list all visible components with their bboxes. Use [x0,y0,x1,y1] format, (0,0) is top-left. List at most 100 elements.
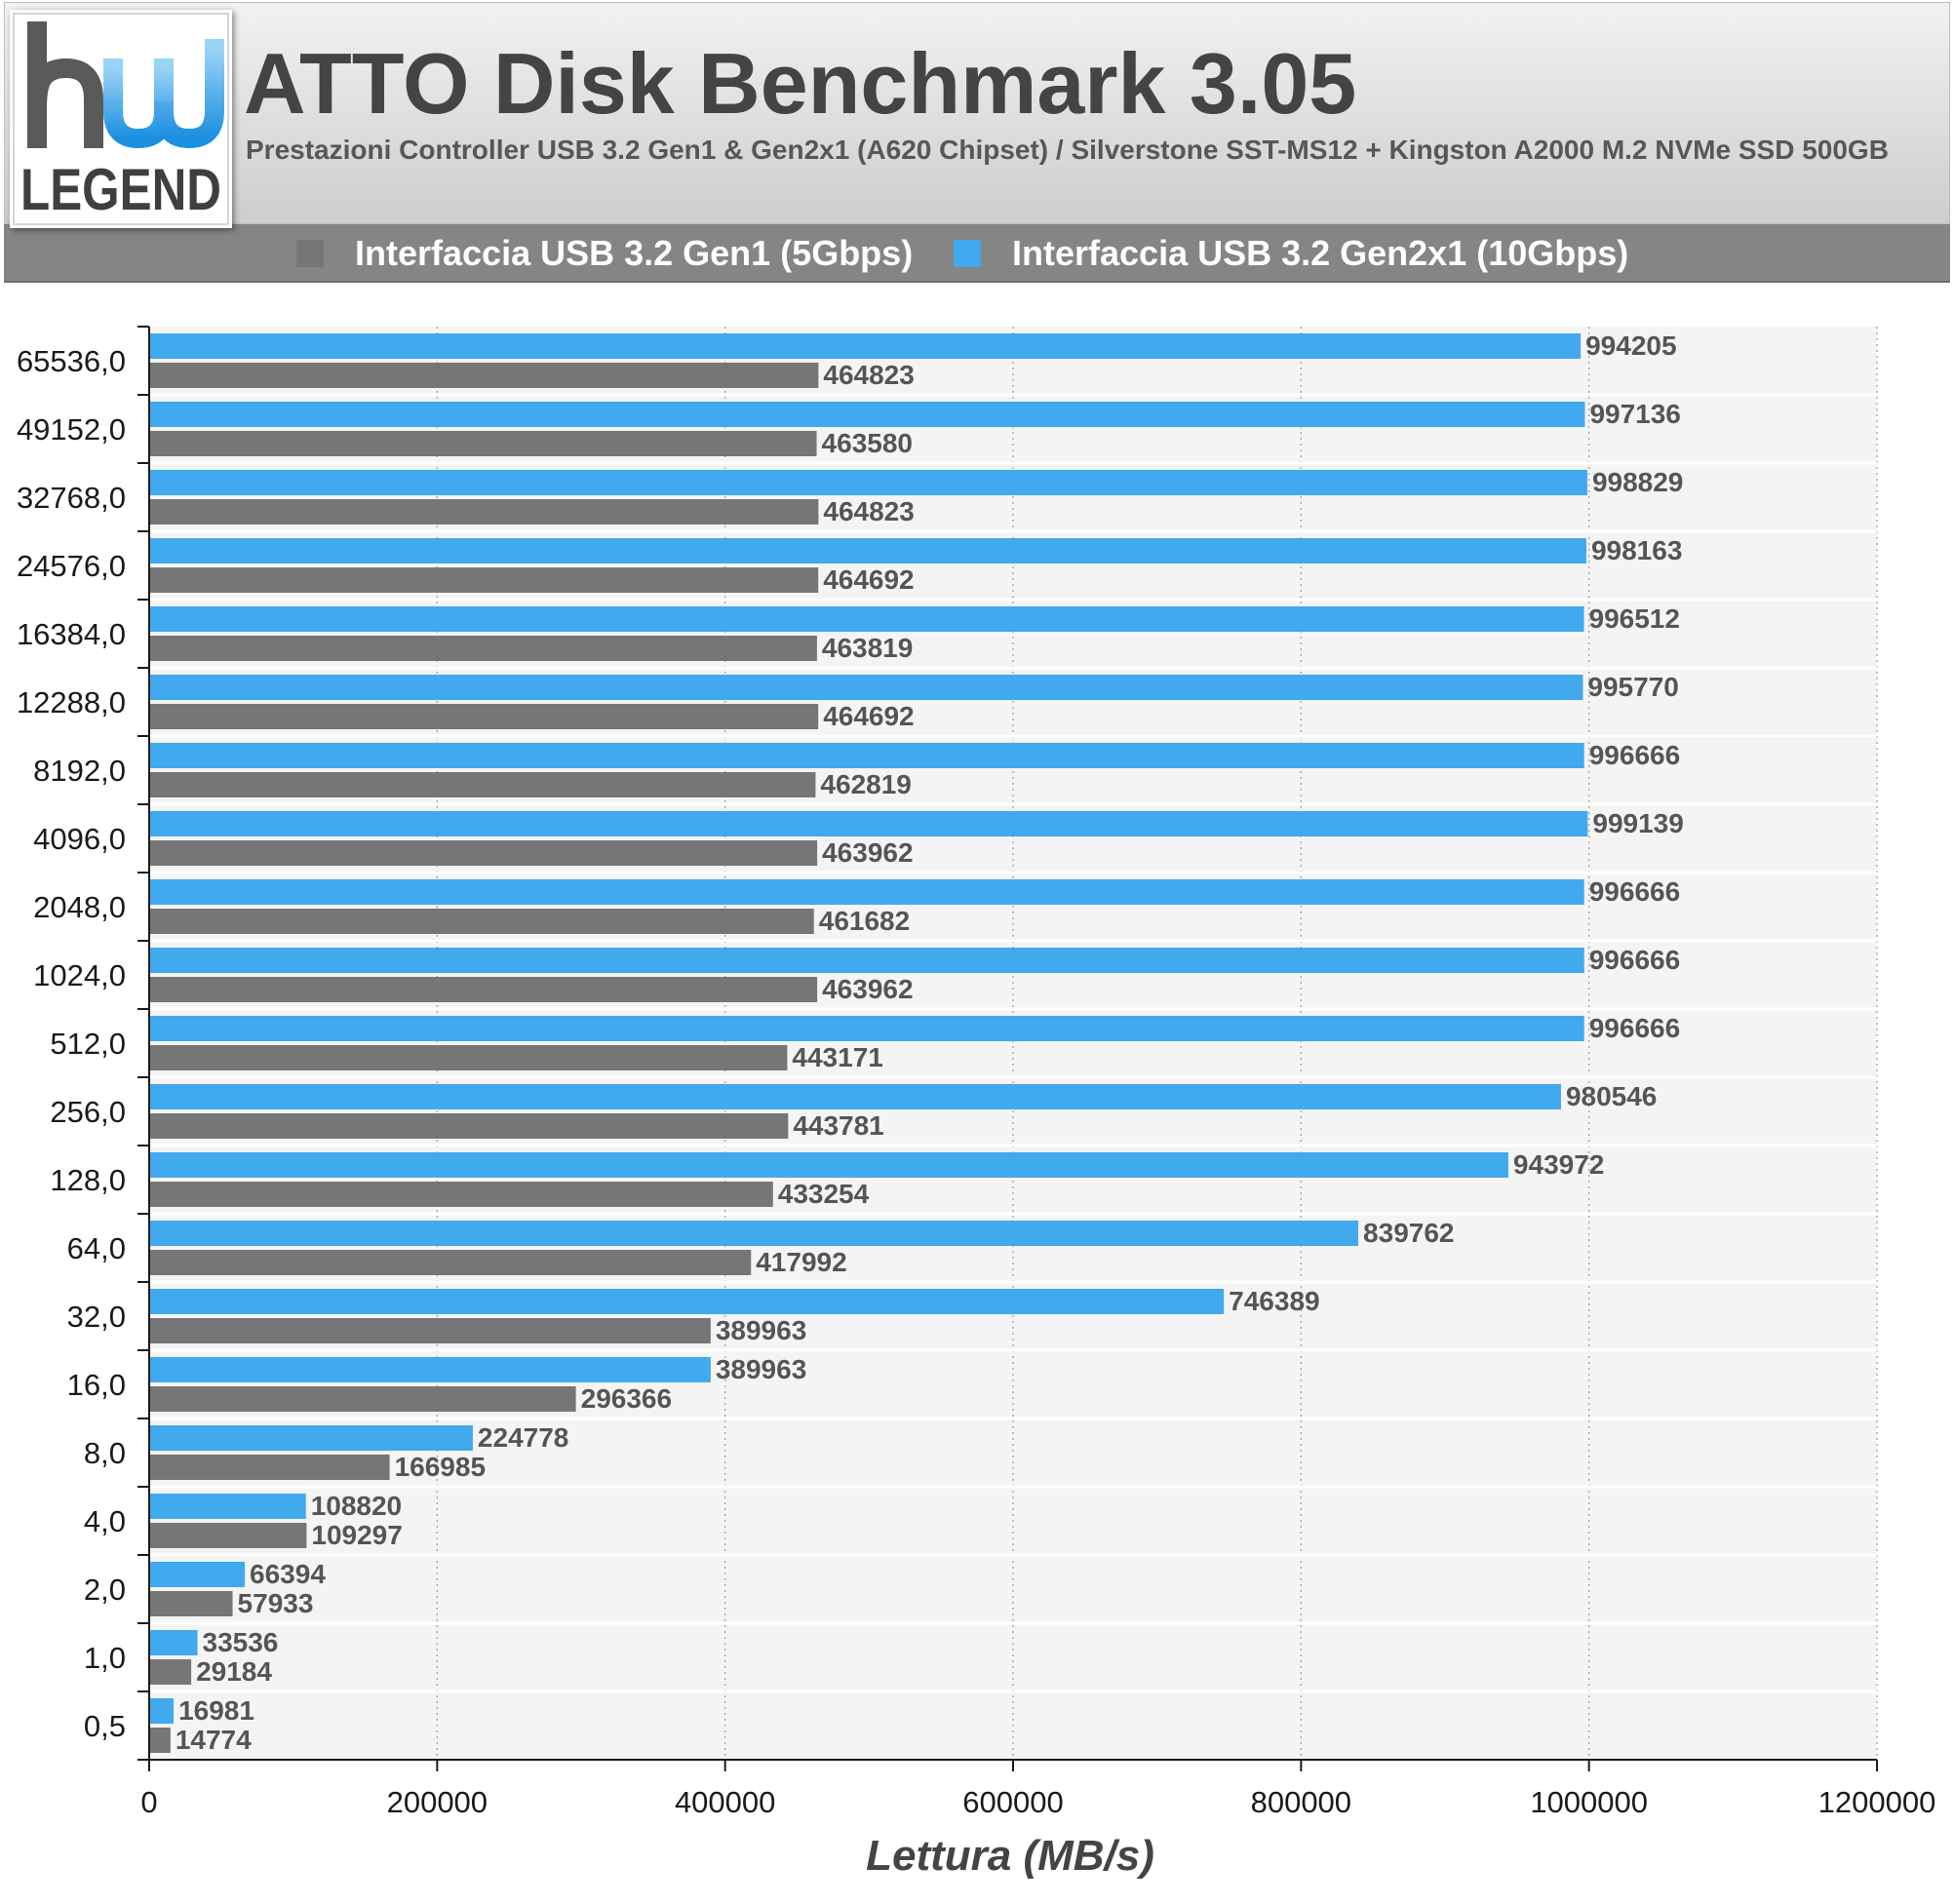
y-tick-label: 2048,0 [33,890,126,924]
y-tick-label: 4,0 [84,1504,126,1538]
logo-text: LEGEND [20,157,221,222]
bar-value-label: 464823 [823,360,914,390]
bar-value-label: 463819 [822,633,913,663]
bar-value-label: 996666 [1589,945,1680,975]
bar-value-label: 839762 [1363,1218,1454,1248]
bar-gen2x1 [150,1698,175,1724]
legend-swatch-gen2x1 [954,240,981,267]
y-tick-label: 128,0 [50,1163,126,1197]
bar-gen2x1 [150,743,1584,768]
bar-value-label: 464692 [823,701,914,731]
y-tick-label: 8192,0 [33,754,126,788]
y-tick-label: 4096,0 [33,822,126,856]
y-tick-label: 8,0 [84,1436,126,1470]
bar-gen1 [150,1318,711,1343]
bar-value-label: 463962 [822,974,913,1004]
bar-value-label: 463580 [822,428,913,458]
bar-value-label: 980546 [1566,1081,1657,1111]
bar-value-label: 998163 [1591,535,1682,565]
legend-label-gen2x1: Interfaccia USB 3.2 Gen2x1 (10Gbps) [1012,233,1629,273]
y-tick-label: 49152,0 [17,412,126,447]
bar-value-label: 296366 [581,1383,672,1414]
bar-value-label: 389963 [716,1354,806,1384]
y-tick-label: 24576,0 [17,549,126,583]
bar-value-label: 463962 [822,837,913,868]
x-tick-label: 800000 [1251,1785,1351,1819]
bar-value-label: 16981 [178,1695,254,1726]
y-tick-label: 64,0 [67,1231,126,1265]
bar-value-label: 461682 [819,906,910,936]
bar-value-label: 464692 [823,564,914,595]
bar-gen1 [150,1113,789,1139]
bar-gen1 [150,840,818,866]
bar-gen2x1 [150,1289,1225,1314]
bar-value-label: 462819 [820,769,911,799]
bar-value-label: 996666 [1589,876,1680,907]
bar-value-label: 109297 [311,1520,402,1550]
bar-gen1 [150,977,818,1002]
bar-value-label: 33536 [203,1627,279,1657]
legend-item-gen2x1: Interfaccia USB 3.2 Gen2x1 (10Gbps) [954,224,1628,283]
bar-gen1 [150,499,819,525]
y-tick-label: 1,0 [84,1641,126,1675]
chart-legend: Interfaccia USB 3.2 Gen1 (5Gbps) Interfa… [4,224,1950,283]
bar-gen1 [150,1455,390,1480]
y-tick-label: 32,0 [67,1300,126,1334]
x-axis-title: Lettura (MB/s) [866,1832,1154,1880]
bar-gen2x1 [150,1221,1359,1246]
bar-value-label: 994205 [1585,330,1676,361]
bar-value-label: 995770 [1587,672,1678,702]
bar-gen2x1 [150,606,1584,632]
x-tick-label: 0 [140,1785,157,1819]
bar-gen2x1 [150,1084,1561,1109]
bar-gen2x1 [150,402,1585,427]
bar-gen1 [150,431,817,456]
bar-gen1 [150,1728,171,1753]
bar-gen2x1 [150,1425,473,1451]
y-tick-label: 512,0 [50,1027,126,1061]
x-tick-label: 1000000 [1530,1785,1648,1819]
y-tick-label: 2,0 [84,1573,126,1607]
bar-gen2x1 [150,1152,1508,1178]
bar-gen2x1 [150,675,1583,700]
bar-gen1 [150,1523,307,1548]
bar-value-label: 14774 [176,1725,252,1755]
y-tick-label: 1024,0 [33,958,126,992]
bar-value-label: 108820 [311,1491,402,1521]
bar-gen1 [150,363,819,388]
legend-item-gen1: Interfaccia USB 3.2 Gen1 (5Gbps) [296,224,913,283]
bar-gen1 [150,1386,576,1412]
bar-value-label: 443781 [793,1110,883,1141]
y-tick-label: 32768,0 [17,481,126,515]
bar-gen2x1 [150,879,1584,905]
bar-gen1 [150,567,819,593]
bar-gen1 [150,1591,233,1616]
legend-swatch-gen1 [296,240,324,267]
bar-gen2x1 [150,538,1586,563]
bar-gen1 [150,1250,752,1275]
bar-value-label: 464823 [823,496,914,526]
bar-gen2x1 [150,470,1587,495]
hwlegend-logo-graphic: LEGEND [13,13,229,225]
bar-value-label: 417992 [756,1247,846,1277]
bar-gen1 [150,909,814,934]
x-tick-label: 200000 [387,1785,488,1819]
chart-header [4,2,1950,224]
bar-value-label: 746389 [1229,1286,1319,1316]
bar-value-label: 996512 [1589,603,1680,634]
bar-value-label: 57933 [238,1588,314,1618]
chart-subtitle: Prestazioni Controller USB 3.2 Gen1 & Ge… [246,135,1889,165]
bar-gen1 [150,1045,788,1070]
bar-value-label: 389963 [716,1315,806,1345]
bar-gen2x1 [150,1630,198,1655]
bar-gen2x1 [150,333,1582,359]
y-tick-label: 256,0 [50,1095,126,1129]
chart-title: ATTO Disk Benchmark 3.05 [244,35,1357,132]
bar-gen1 [150,772,816,797]
bar-value-label: 166985 [395,1452,486,1482]
bar-gen2x1 [150,1494,306,1519]
bar-value-label: 996666 [1589,740,1680,770]
bar-value-label: 224778 [478,1422,568,1453]
bar-value-label: 66394 [250,1559,326,1589]
